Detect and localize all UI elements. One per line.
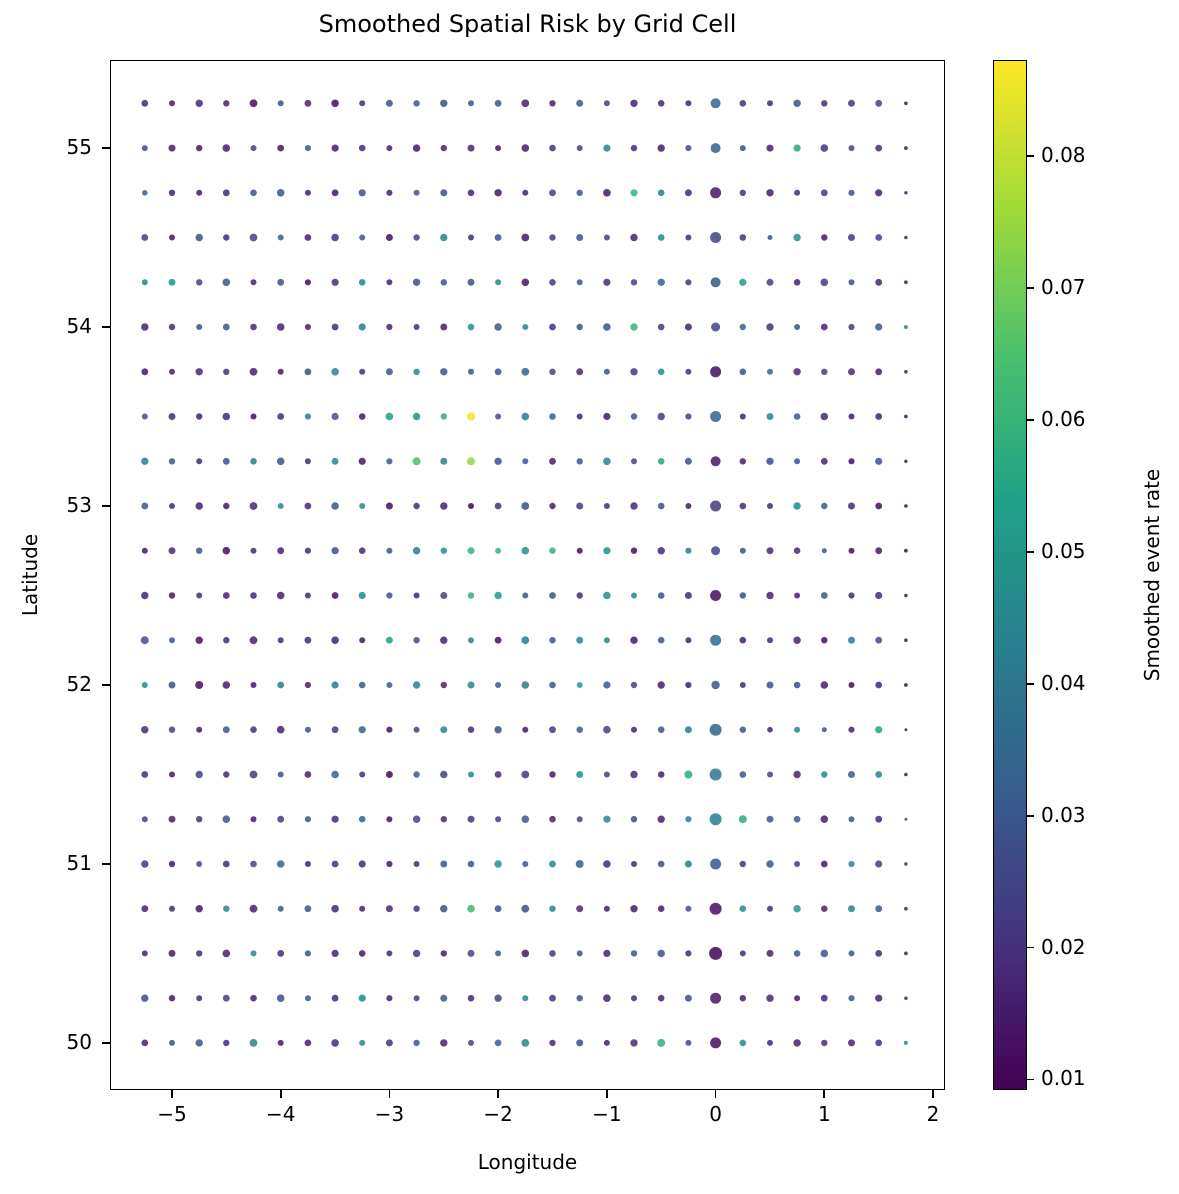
x-tick-label: −3 — [374, 1102, 405, 1126]
colorbar-tick-label: 0.06 — [1041, 407, 1086, 432]
y-tick-mark — [102, 684, 110, 686]
colorbar-tick-mark — [1027, 946, 1034, 949]
plot-area — [110, 60, 945, 1090]
colorbar-tick-mark — [1027, 155, 1034, 158]
y-tick-mark — [102, 147, 110, 149]
x-tick-label: −5 — [157, 1102, 187, 1126]
y-tick-label: 53 — [66, 493, 92, 517]
y-tick-label: 55 — [66, 135, 92, 160]
colorbar-tick-label: 0.03 — [1041, 802, 1086, 827]
y-tick-label: 50 — [66, 1029, 92, 1054]
y-tick-mark — [102, 1042, 110, 1044]
y-tick-mark — [102, 863, 110, 865]
colorbar-tick-label: 0.05 — [1041, 538, 1086, 563]
colorbar-tick-label: 0.04 — [1041, 670, 1086, 695]
colorbar-tick-mark — [1027, 814, 1034, 817]
x-axis-label: Longitude — [477, 1150, 578, 1174]
colorbar-tick-mark — [1027, 287, 1034, 290]
colorbar-tick-mark — [1027, 419, 1034, 421]
colorbar-tick-label: 0.08 — [1041, 143, 1086, 168]
x-tick-label: 2 — [926, 1102, 940, 1126]
colorbar — [993, 60, 1027, 1090]
y-tick-mark — [102, 505, 110, 507]
colorbar-label: Smoothed event rate — [1140, 468, 1164, 682]
colorbar-tick-mark — [1027, 551, 1034, 553]
colorbar-tick-mark — [1027, 682, 1034, 685]
colorbar-tick-label: 0.07 — [1041, 275, 1086, 300]
x-tick-mark — [171, 1090, 173, 1098]
y-axis-label: Latitude — [18, 533, 42, 617]
x-tick-label: 0 — [709, 1102, 722, 1126]
chart-title: Smoothed Spatial Risk by Grid Cell — [318, 10, 737, 38]
x-tick-label: −4 — [265, 1102, 296, 1126]
x-tick-mark — [388, 1090, 391, 1098]
colorbar-tick-mark — [1027, 1078, 1034, 1081]
x-tick-label: −1 — [592, 1102, 622, 1126]
x-tick-label: 1 — [817, 1102, 831, 1126]
x-tick-mark — [279, 1090, 282, 1098]
x-tick-label: −2 — [483, 1102, 513, 1126]
colorbar-tick-label: 0.02 — [1041, 934, 1086, 959]
x-tick-mark — [497, 1090, 500, 1098]
x-tick-mark — [714, 1090, 717, 1098]
x-tick-mark — [823, 1090, 826, 1098]
colorbar-tick-label: 0.01 — [1041, 1066, 1086, 1091]
x-tick-mark — [932, 1090, 934, 1098]
y-tick-label: 52 — [66, 671, 92, 696]
y-tick-label: 51 — [66, 850, 92, 875]
x-tick-mark — [605, 1090, 608, 1098]
y-tick-label: 54 — [66, 314, 92, 339]
y-tick-mark — [102, 326, 110, 328]
